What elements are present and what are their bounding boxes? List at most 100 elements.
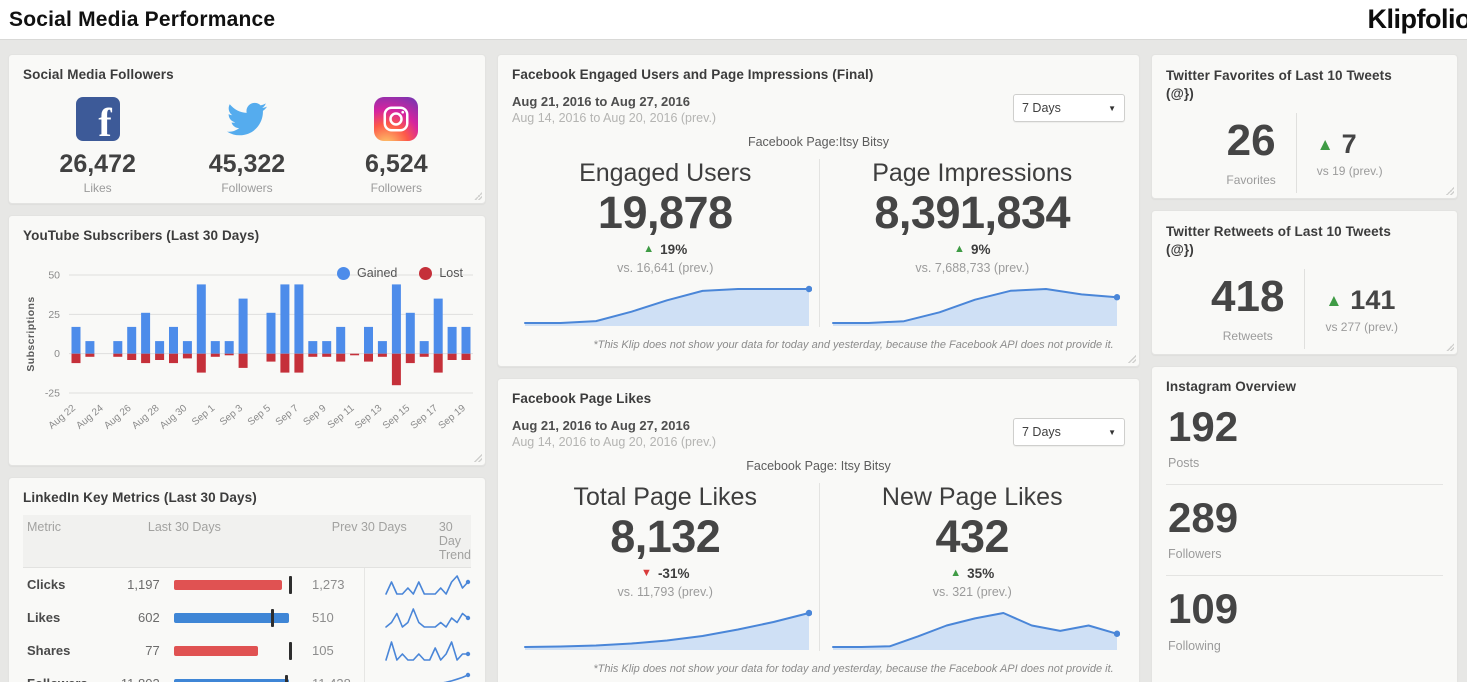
trend-sparkline: [364, 568, 471, 601]
prev-marker: [271, 608, 275, 627]
lost-bar: [266, 353, 276, 362]
column-trend: 30 Day Trend: [438, 520, 472, 562]
chevron-down-icon: ▼: [1108, 427, 1116, 437]
delta-arrow-icon: ▲: [954, 242, 965, 255]
kpi-row: 418 Retweets ▲ 141 vs 277 (prev.): [1166, 269, 1443, 350]
delta-arrow-icon: ▲: [1325, 290, 1343, 310]
retweets-value: 418: [1211, 272, 1285, 322]
svg-text:-25: -25: [45, 388, 60, 400]
following-stat: 109 Following: [1166, 575, 1443, 666]
posts-stat: 192 Posts: [1166, 394, 1443, 484]
table-body: Clicks 1,197 1,273 Likes 602 510: [23, 568, 471, 682]
svg-text:25: 25: [48, 309, 60, 321]
delta-value: -31%: [657, 565, 690, 581]
bullet-chart: [173, 575, 298, 594]
facebook-engaged-card: Facebook Engaged Users and Page Impressi…: [497, 54, 1140, 367]
delta-value: 7: [1341, 128, 1357, 159]
gained-bar: [377, 341, 387, 354]
facebook-likes-value: 26,472: [59, 150, 136, 178]
kpi-delta: ▲ 7 vs 19 (prev.): [1317, 129, 1383, 178]
bullet-chart: [173, 608, 298, 627]
lost-bar: [322, 353, 332, 357]
svg-text:Sep 15: Sep 15: [381, 403, 413, 432]
lost-bar: [85, 353, 95, 357]
svg-text:Sep 11: Sep 11: [326, 403, 357, 432]
gained-bar: [405, 312, 415, 354]
api-footnote: *This Klip does not show your data for t…: [593, 662, 1114, 675]
svg-text:Sep 1: Sep 1: [190, 403, 217, 429]
lost-bar: [155, 353, 165, 360]
left-column: Social Media Followers f 26,472 Likes 45…: [8, 54, 486, 682]
following-value: 109: [1168, 585, 1239, 633]
gained-bar: [308, 341, 318, 354]
page-title: Social Media Performance: [9, 7, 276, 31]
youtube-subscribers-card: YouTube Subscribers (Last 30 Days) Gaine…: [8, 215, 486, 466]
lost-bar: [377, 353, 387, 357]
svg-text:0: 0: [54, 348, 60, 360]
table-row: Likes 602 510: [23, 601, 471, 634]
logo-text: Klipfolio: [1367, 4, 1467, 34]
delta-row: ▲ 141: [1325, 285, 1397, 316]
card-title: Facebook Engaged Users and Page Impressi…: [512, 67, 874, 82]
column-last-30: Last 30 Days: [147, 520, 221, 534]
total-page-likes-metric: Total Page Likes 8,132 ▼ -31% vs. 11,793…: [512, 483, 819, 651]
lost-bar: [238, 353, 248, 368]
svg-text:Aug 22: Aug 22: [47, 403, 79, 432]
gained-bar: [336, 326, 346, 354]
metric-name: Shares: [27, 643, 71, 658]
value-bar: [173, 645, 259, 656]
table-header: Metric Last 30 Days Prev 30 Days 30 Day …: [23, 515, 471, 568]
facebook-likes-label: Likes: [83, 181, 112, 195]
trend-sparkline: [364, 601, 471, 634]
lost-bar: [280, 353, 290, 373]
twitter-followers-value: 45,322: [208, 150, 286, 178]
current-value: 1,197: [127, 577, 160, 592]
lost-bar: [210, 353, 220, 357]
twitter-stat: 45,322 Followers: [172, 96, 321, 195]
page-impressions-metric: Page Impressions 8,391,834 ▲ 9% vs. 7,68…: [818, 159, 1126, 327]
twitter-icon: [224, 96, 270, 142]
linkedin-metrics-card: LinkedIn Key Metrics (Last 30 Days) Metr…: [8, 477, 486, 682]
metric-value: 8,132: [610, 511, 721, 562]
lost-bar: [405, 353, 415, 364]
delta-value: 9%: [970, 241, 991, 257]
resize-handle[interactable]: [1126, 353, 1136, 363]
svg-text:Sep 13: Sep 13: [353, 403, 385, 432]
legend-gained-label: Gained: [357, 266, 398, 280]
metric-name: Clicks: [27, 577, 66, 592]
resize-handle[interactable]: [1444, 185, 1454, 195]
lost-bar: [141, 353, 151, 364]
gained-bar: [85, 341, 95, 354]
top-bar: Social Media Performance Klipfolio: [0, 0, 1467, 40]
legend-lost: Lost: [419, 266, 463, 280]
svg-text:Sep 7: Sep 7: [274, 403, 301, 429]
gained-bar: [461, 326, 471, 354]
gained-bar: [280, 284, 290, 354]
svg-text:Aug 24: Aug 24: [74, 403, 106, 432]
instagram-overview-card: Instagram Overview 192 Posts 289 Followe…: [1151, 366, 1458, 682]
right-column: Twitter Favorites of Last 10 Tweets (@})…: [1151, 54, 1458, 682]
date-range: Aug 21, 2016 to Aug 27, 2016: [512, 418, 690, 433]
period-dropdown[interactable]: 7 Days ▼: [1013, 94, 1125, 122]
svg-text:Sep 9: Sep 9: [302, 403, 329, 429]
sparkline-chart: [522, 609, 813, 651]
gained-bar: [433, 298, 443, 354]
instagram-icon: [373, 96, 419, 142]
resize-handle[interactable]: [472, 452, 482, 462]
delta-arrow-icon: ▲: [643, 242, 655, 255]
delta-value: 141: [1350, 284, 1396, 315]
period-dropdown[interactable]: 7 Days ▼: [1013, 418, 1125, 446]
dropdown-value: 7 Days: [1022, 101, 1061, 115]
previous-value: vs 19 (prev.): [1316, 163, 1383, 178]
resize-handle[interactable]: [1444, 341, 1454, 351]
svg-text:Aug 28: Aug 28: [130, 403, 162, 432]
resize-handle[interactable]: [472, 190, 482, 200]
delta-row: ▲ 19%: [522, 242, 809, 257]
middle-column: Facebook Engaged Users and Page Impressi…: [497, 54, 1140, 682]
card-title: Social Media Followers: [23, 67, 174, 82]
lost-bar: [308, 353, 318, 357]
delta-value: 35%: [967, 565, 995, 581]
table-row: Shares 77 105: [23, 634, 471, 667]
lost-bar: [127, 353, 137, 360]
lost-dot-icon: [419, 266, 433, 280]
